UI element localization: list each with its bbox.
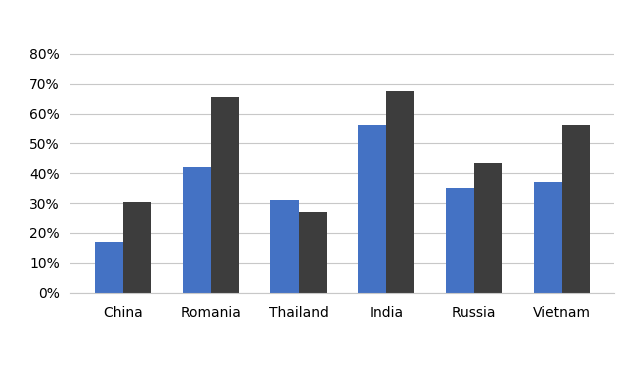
Bar [474,163,502,292]
Bar [562,126,589,292]
Bar [387,91,414,292]
Bar [446,188,474,292]
Bar [95,242,123,292]
Bar [358,126,387,292]
Bar [211,97,239,292]
Bar [271,200,298,292]
Bar [534,182,562,292]
Bar [183,167,211,292]
Bar [298,212,326,292]
Bar [123,201,151,292]
Legend: Male, Female: Male, Female [268,373,417,375]
